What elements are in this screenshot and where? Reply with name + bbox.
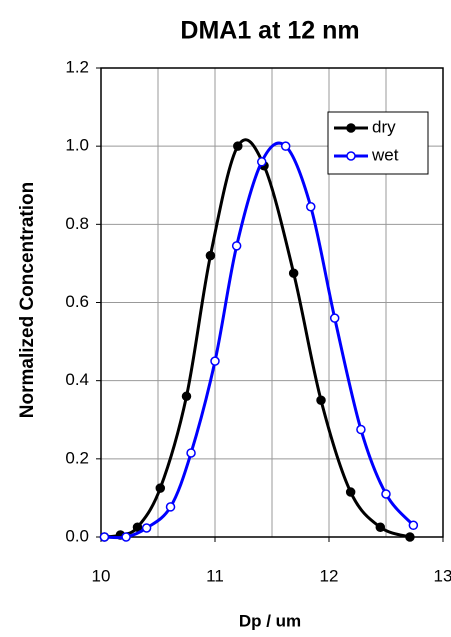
- data-point: [99, 532, 110, 542]
- data-point: [306, 201, 316, 212]
- y-tick-label: 0.8: [65, 214, 89, 233]
- x-tick-label: 11: [206, 566, 224, 585]
- data-point: [356, 424, 366, 435]
- data-point: [141, 523, 152, 533]
- x-tick-label: 12: [320, 566, 339, 585]
- data-point: [280, 141, 291, 151]
- data-point: [233, 141, 243, 151]
- plot-frame: [100, 67, 444, 538]
- series-line: [104, 138, 411, 539]
- y-tick-label: 0.4: [65, 370, 89, 389]
- chart-title: DMA1 at 12 nm: [180, 17, 359, 45]
- data-point: [316, 395, 326, 405]
- data-point: [405, 532, 415, 542]
- x-tick-label: 13: [434, 566, 451, 585]
- data-point: [381, 489, 391, 499]
- data-point: [165, 502, 176, 512]
- data-point: [181, 391, 192, 402]
- data-point: [132, 522, 143, 532]
- data-point: [210, 356, 220, 366]
- data-point: [329, 313, 340, 323]
- y-tick-label: 0.2: [65, 448, 89, 467]
- y-tick-label: 1.0: [65, 136, 89, 155]
- y-tick-label: 1.2: [65, 57, 89, 76]
- legend-marker: [346, 123, 356, 133]
- x-axis-label: Dp / um: [239, 611, 301, 630]
- data-point: [288, 268, 299, 278]
- data-point: [121, 532, 131, 542]
- data-point: [186, 448, 196, 458]
- data-point: [408, 520, 419, 531]
- legend-label: dry: [372, 117, 396, 136]
- data-point: [205, 250, 216, 261]
- y-tick-label: 0.0: [65, 526, 89, 545]
- data-point: [231, 241, 242, 251]
- y-tick-label: 0.6: [65, 292, 89, 311]
- data-point: [345, 487, 356, 497]
- data-point: [155, 483, 166, 493]
- y-axis-label: Normalized Concentration: [17, 182, 38, 418]
- legend-box: [327, 111, 429, 175]
- data-point: [375, 522, 386, 532]
- legend-marker: [346, 151, 356, 161]
- data-point: [256, 157, 267, 167]
- legend-label: wet: [371, 145, 399, 164]
- series-line: [104, 141, 415, 540]
- x-tick-label: 10: [92, 566, 111, 585]
